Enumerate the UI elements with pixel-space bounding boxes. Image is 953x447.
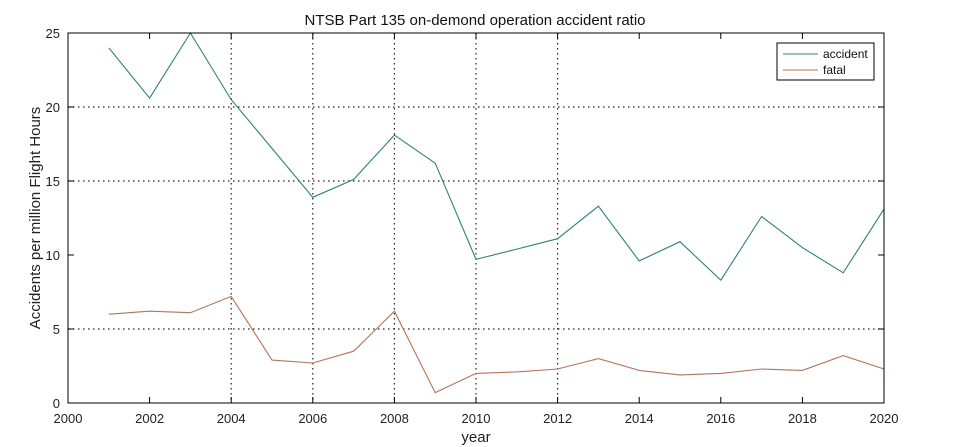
- x-tick-label-2008: 2008: [380, 411, 409, 426]
- x-tick-label-2000: 2000: [54, 411, 83, 426]
- legend-label-accident: accident: [823, 47, 868, 61]
- x-tick-label-2016: 2016: [706, 411, 735, 426]
- y-tick-label-0: 0: [53, 396, 60, 411]
- tick-labels: 2000 2002 2004 2006 2008 2010 2012 2014 2016 2018…: [46, 26, 899, 426]
- axis-ticks: [67, 32, 885, 404]
- legend-label-fatal: fatal: [823, 63, 846, 77]
- y-tick-label-10: 10: [46, 248, 60, 263]
- x-tick-label-2004: 2004: [217, 411, 246, 426]
- y-tick-label-25: 25: [46, 26, 60, 41]
- x-tick-label-2012: 2012: [543, 411, 572, 426]
- y-tick-label-20: 20: [46, 100, 60, 115]
- series-line-fatal: [108, 295, 885, 394]
- x-tick-label-2002: 2002: [135, 411, 164, 426]
- x-tick-label-2018: 2018: [788, 411, 817, 426]
- y-tick-label-5: 5: [53, 322, 60, 337]
- x-tick-label-2014: 2014: [625, 411, 654, 426]
- x-axis-label: year: [461, 429, 490, 446]
- series-line-accident: [108, 31, 885, 282]
- y-axis-label: Accidents per million Flight Hours: [27, 107, 44, 330]
- legend: accident fatal: [776, 42, 875, 81]
- chart-title: NTSB Part 135 on-demond operation accide…: [304, 12, 645, 29]
- x-tick-label-2020: 2020: [870, 411, 899, 426]
- grid-lines: [68, 33, 884, 403]
- x-tick-label-2006: 2006: [298, 411, 327, 426]
- x-tick-label-2010: 2010: [462, 411, 491, 426]
- series-lines: [108, 31, 885, 394]
- legend-box: [776, 42, 875, 81]
- y-tick-label-15: 15: [46, 174, 60, 189]
